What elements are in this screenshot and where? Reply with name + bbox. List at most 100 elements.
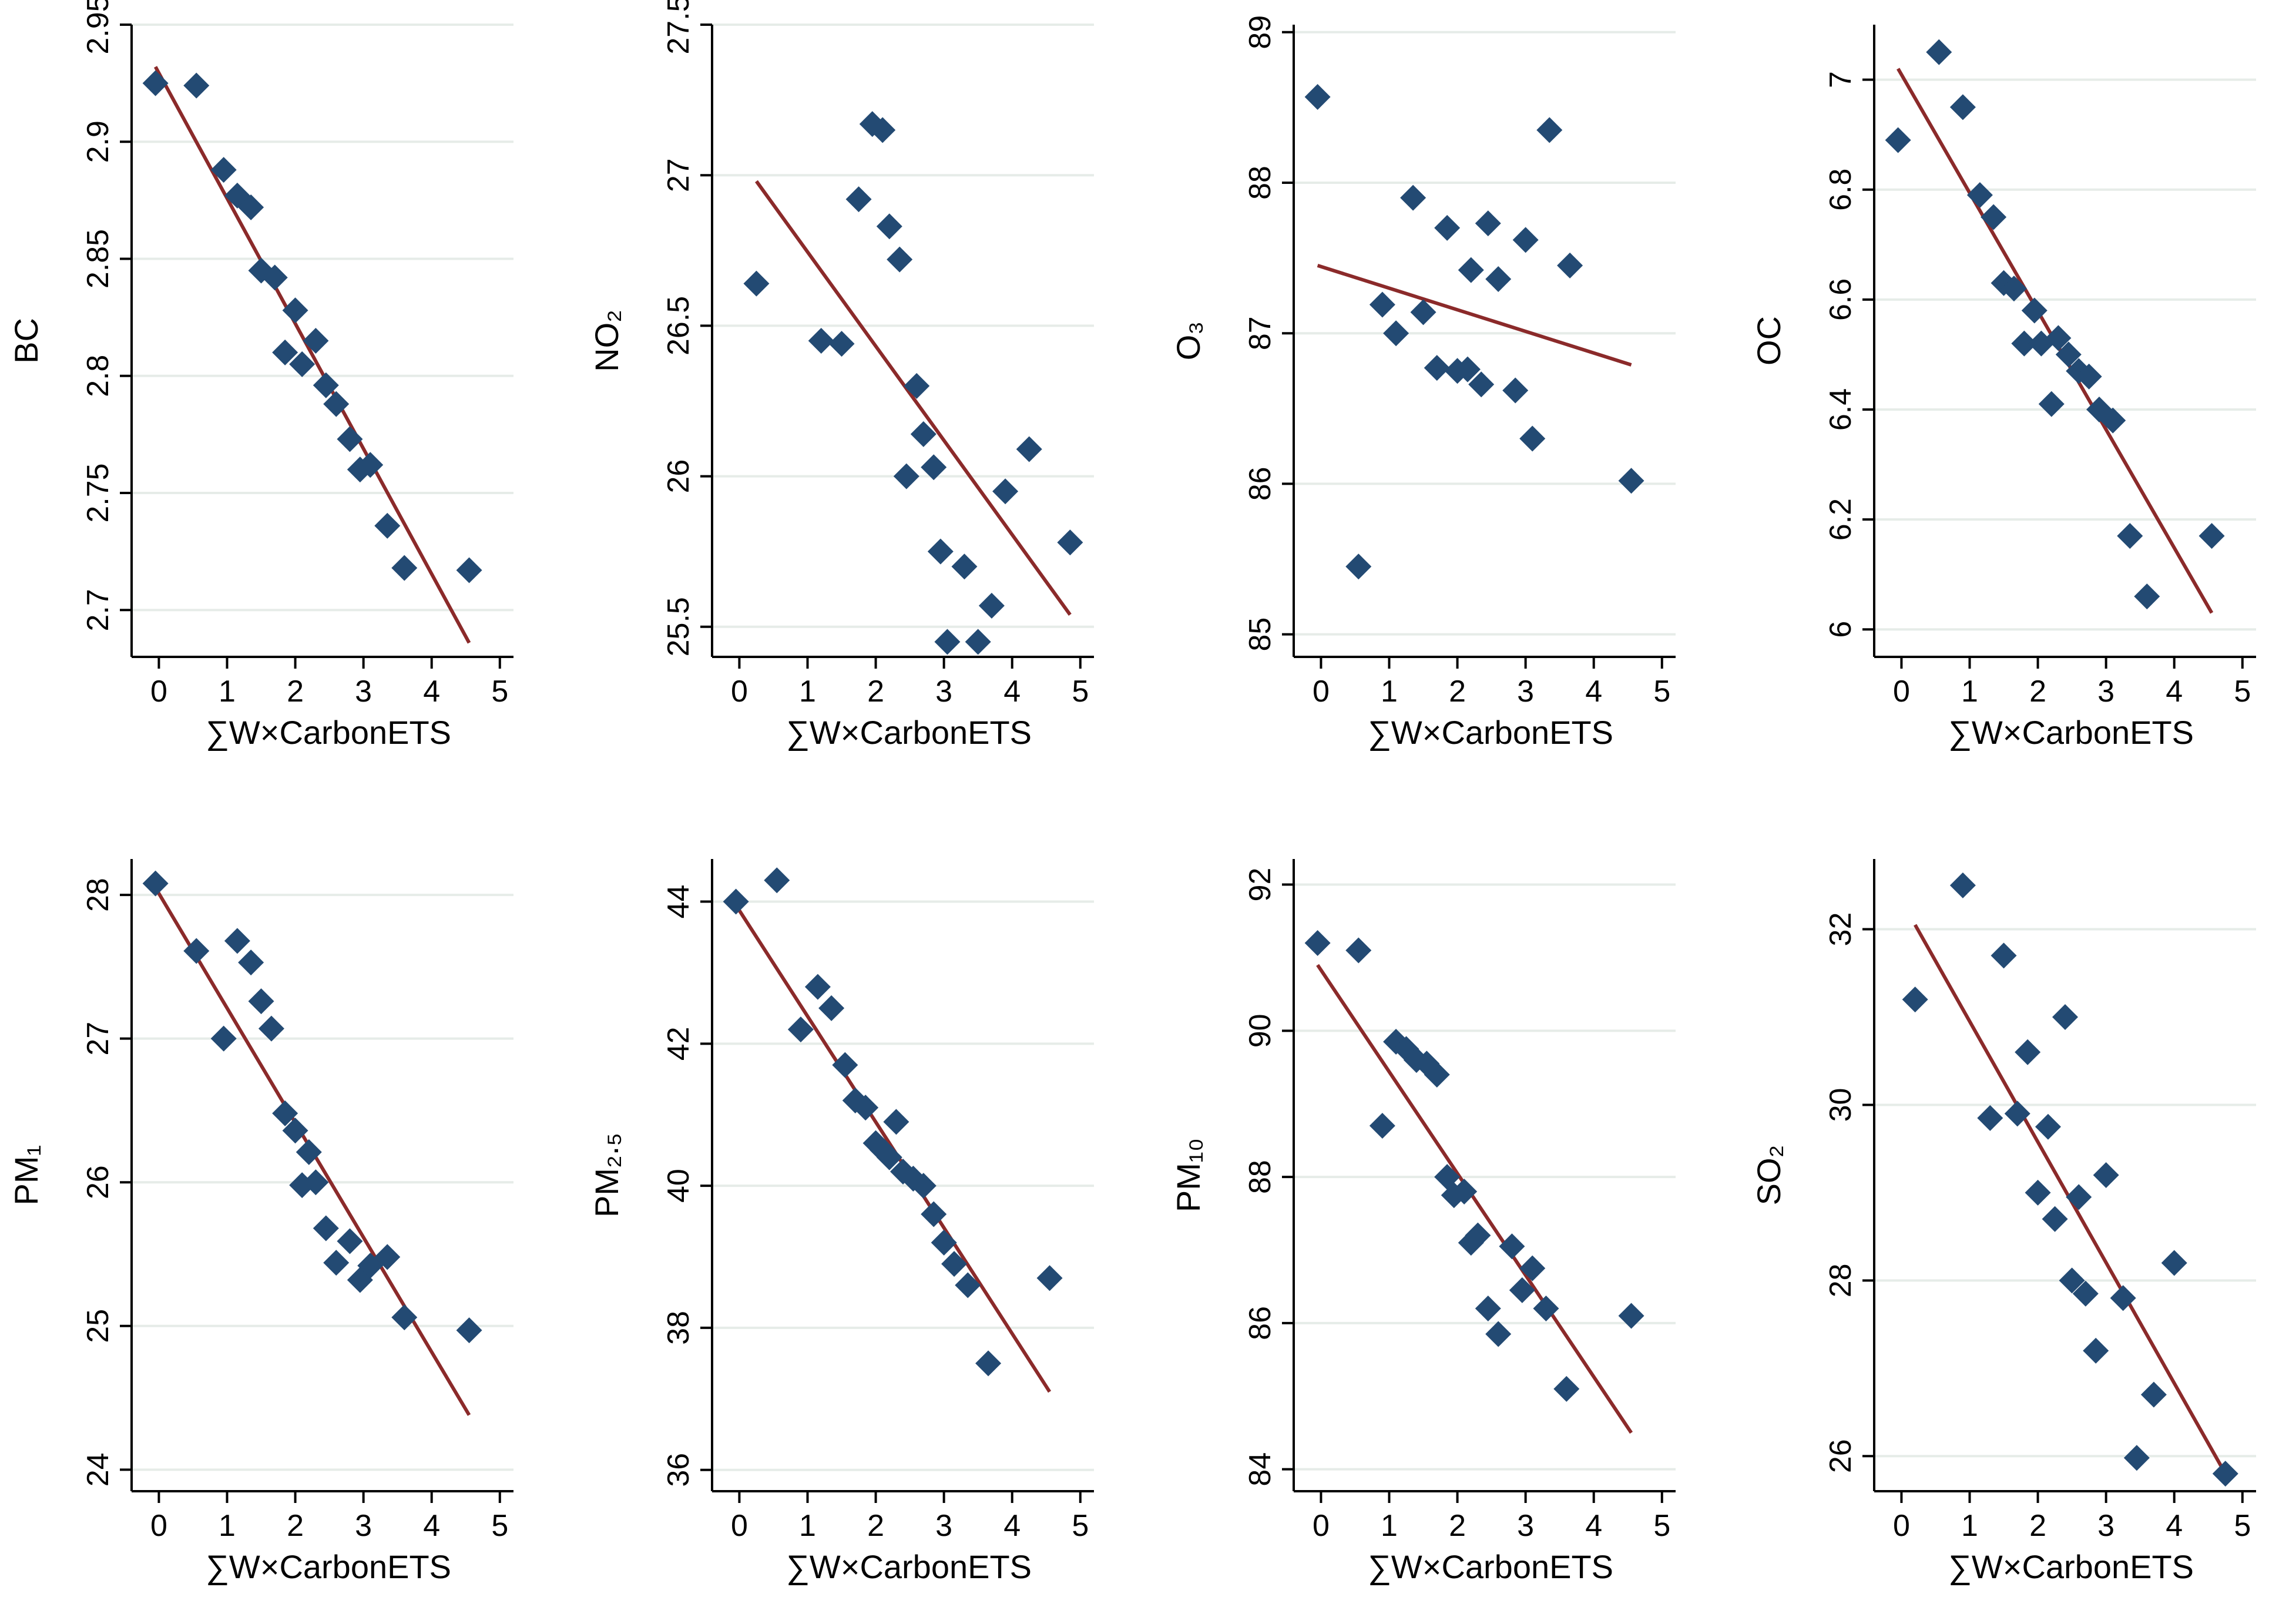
data-point [978, 592, 1005, 619]
data-point [1991, 942, 2017, 969]
x-tick-label: 4 [1003, 1509, 1021, 1543]
data-point [391, 555, 418, 581]
y-tick-label: 2.9 [81, 120, 115, 163]
y-axis-title: PM₂.₅ [588, 1133, 625, 1217]
data-point [941, 1251, 968, 1277]
data-point [238, 949, 264, 976]
data-point [2083, 1337, 2109, 1364]
data-point [934, 629, 961, 655]
y-tick-label: 42 [662, 1026, 696, 1061]
y-tick-label: 84 [1243, 1452, 1277, 1487]
x-tick-label: 2 [867, 675, 884, 709]
data-point [1057, 529, 1083, 556]
data-point [303, 328, 329, 354]
x-tick-label: 5 [1653, 1509, 1670, 1543]
data-point [1434, 214, 1461, 241]
data-point [1509, 1277, 1535, 1303]
x-axis-title: ∑W×CarbonETS [206, 714, 451, 751]
y-axis-title: BC [8, 318, 45, 364]
x-tick-label: 5 [1653, 675, 1670, 709]
y-tick-label: 27.5 [662, 0, 696, 55]
data-point [323, 391, 350, 417]
data-point [2066, 1184, 2092, 1210]
x-tick-label: 4 [1585, 1509, 1602, 1543]
data-point [921, 1201, 947, 1227]
fit-line [153, 66, 471, 644]
x-tick-label: 5 [491, 1509, 508, 1543]
data-point [323, 1250, 350, 1276]
data-point [1536, 117, 1563, 143]
data-point [883, 1109, 909, 1135]
data-point [975, 1350, 1002, 1377]
data-point [931, 1229, 957, 1256]
data-point [238, 194, 264, 220]
fit-line [1316, 964, 1633, 1434]
y-tick-label: 26 [662, 459, 696, 494]
y-tick-label: 90 [1243, 1014, 1277, 1048]
data-point [1424, 1061, 1450, 1088]
x-tick-label: 1 [219, 675, 236, 709]
data-point [2045, 325, 2072, 351]
data-point [337, 426, 363, 452]
data-point [828, 331, 855, 357]
x-axis-title: ∑W×CarbonETS [1368, 714, 1613, 751]
data-point [887, 246, 913, 273]
y-tick-label: 86 [1243, 467, 1277, 501]
y-tick-label: 6.6 [1824, 279, 1858, 321]
data-point [870, 117, 896, 143]
data-point [296, 1139, 322, 1165]
x-tick-label: 0 [1313, 675, 1330, 709]
x-tick-label: 4 [1585, 675, 1602, 709]
x-tick-label: 2 [867, 1509, 884, 1543]
x-tick-label: 0 [731, 1509, 748, 1543]
data-point [272, 1100, 298, 1126]
data-point [2015, 1039, 2041, 1065]
x-tick-label: 4 [1003, 675, 1021, 709]
y-tick-label: 38 [662, 1311, 696, 1345]
y-tick-label: 26 [81, 1165, 115, 1199]
data-point [2198, 523, 2225, 549]
data-point [258, 1015, 284, 1042]
y-tick-label: 36 [662, 1453, 696, 1487]
data-point [1533, 1296, 1559, 1322]
data-point [1885, 127, 1911, 153]
x-tick-label: 1 [1381, 675, 1398, 709]
data-point [337, 1228, 363, 1254]
data-point [1485, 1321, 1512, 1347]
data-point [2025, 1179, 2051, 1206]
y-tick-label: 87 [1243, 316, 1277, 350]
data-point [832, 1052, 858, 1078]
panel-no2: 25.5 26 26.5 27 27.5 0 1 2 3 4 5 ∑W×CarbonETS NO₂ [588, 0, 1094, 751]
x-tick-label: 5 [491, 675, 508, 709]
data-point [1016, 436, 1042, 462]
data-point [1465, 1222, 1491, 1249]
data-point [955, 1272, 981, 1298]
data-point [1468, 371, 1495, 398]
data-point [1519, 425, 1546, 452]
fit-line [1317, 264, 1632, 367]
x-axis-title: ∑W×CarbonETS [786, 714, 1032, 751]
data-point [965, 629, 991, 655]
y-tick-label: 27 [662, 158, 696, 192]
y-tick-label: 6 [1824, 621, 1858, 638]
data-point [1949, 872, 1976, 898]
data-point [456, 1317, 482, 1344]
data-point [374, 1244, 401, 1270]
data-point [142, 70, 169, 96]
x-tick-label: 3 [355, 1509, 372, 1543]
y-axis-title: PM₁ [8, 1145, 45, 1206]
y-axis-title: SO₂ [1750, 1145, 1787, 1206]
data-point [1553, 1375, 1580, 1402]
y-tick-label: 89 [1243, 15, 1277, 49]
x-tick-label: 2 [287, 1509, 304, 1543]
x-tick-label: 0 [1893, 1509, 1910, 1543]
data-point [210, 1025, 237, 1052]
data-point [2212, 1461, 2238, 1487]
data-point [787, 1016, 814, 1043]
y-tick-label: 6.4 [1824, 388, 1858, 431]
y-tick-label: 6.2 [1824, 498, 1858, 541]
data-point [289, 351, 315, 377]
data-point [1926, 39, 1952, 65]
data-point [910, 1173, 937, 1199]
